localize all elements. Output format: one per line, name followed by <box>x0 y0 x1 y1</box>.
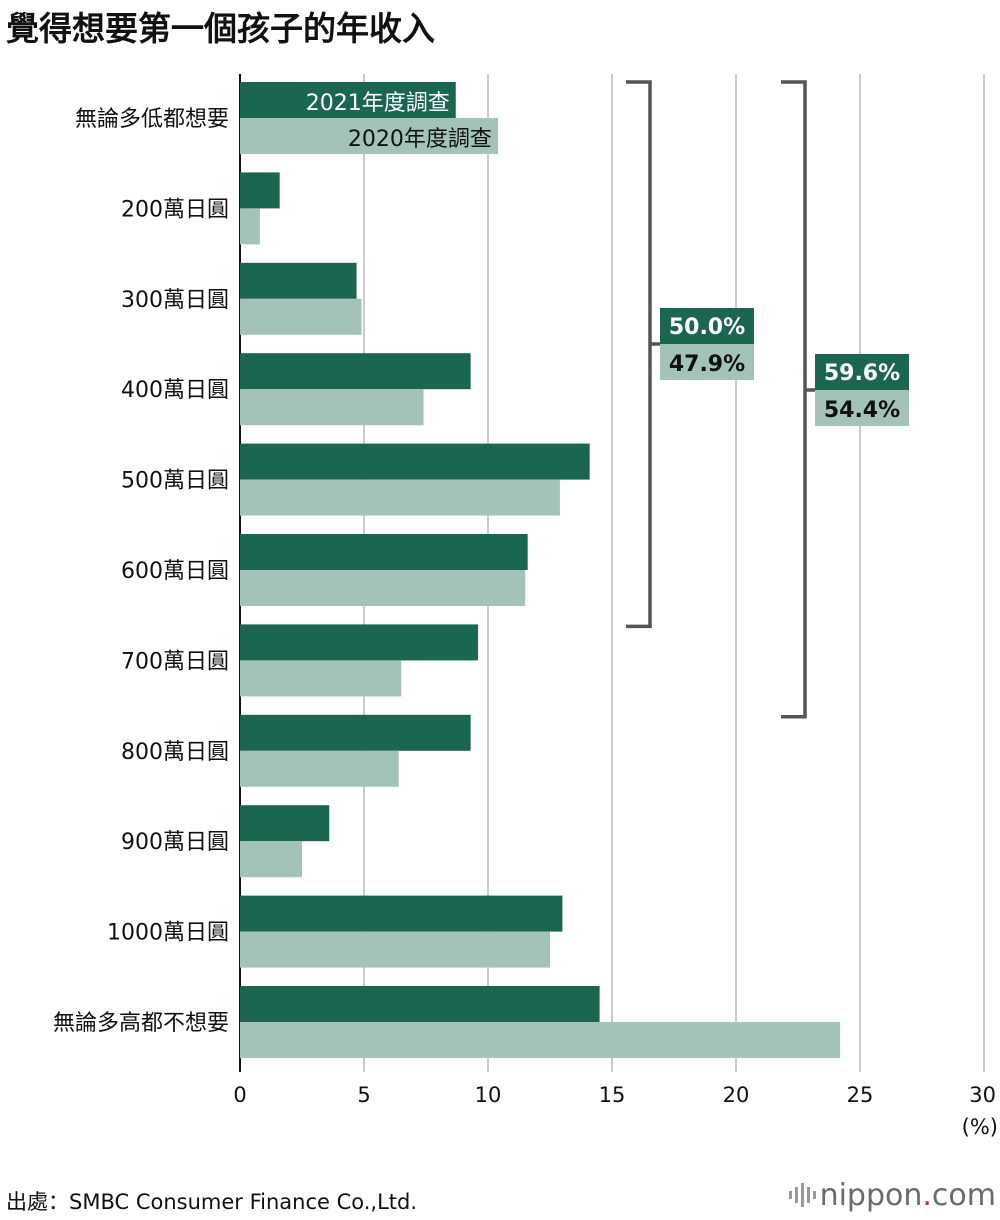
x-unit-label: (%) <box>962 1115 998 1139</box>
annotation-value-2021: 59.6% <box>824 361 900 386</box>
bracket-annotations: 50.0% 47.9% 59.6% 54.4% <box>626 80 909 719</box>
annotation-value-2020: 47.9% <box>669 352 745 377</box>
bar-2021 <box>240 714 471 751</box>
bar-2020 <box>240 570 526 606</box>
bar-2021 <box>240 624 479 661</box>
annotation-value-2021: 50.0% <box>669 315 745 340</box>
category-label: 600萬日圓 <box>121 559 229 584</box>
bar-2020 <box>240 479 560 516</box>
bracket <box>626 80 652 629</box>
brand-suffix: com <box>931 1178 996 1213</box>
bar-2021 <box>240 534 528 570</box>
category-labels: 無論多低都想要 200萬日圓 300萬日圓 400萬日圓 500萬日圓 600萬日圓 700… <box>53 107 229 1036</box>
bar-2021 <box>240 262 357 299</box>
category-label: 900萬日圓 <box>121 830 229 855</box>
legend-2021: 2021年度調查 <box>306 91 450 116</box>
bar-2020 <box>240 389 424 426</box>
bar-2021 <box>240 353 471 390</box>
category-label: 500萬日圓 <box>121 469 229 494</box>
bar-chart: 2021年度調查 2020年度調查 無論多低都想要 200萬日圓 300萬日圓 400萬… <box>53 74 998 1139</box>
category-label: 無論多低都想要 <box>75 107 229 132</box>
annotation-box-2020 <box>660 344 754 380</box>
bracket <box>781 80 807 719</box>
bar-2020 <box>240 118 498 154</box>
bar-2020 <box>240 660 402 697</box>
bar-2020 <box>240 750 399 787</box>
brand-dot: . <box>922 1178 932 1213</box>
bars: 2021年度調查 2020年度調查 <box>240 82 841 1058</box>
x-tick-label: 20 <box>723 1083 750 1107</box>
nippon-logo[interactable]: nippon.com <box>788 1178 996 1213</box>
category-label: 無論多高都不想要 <box>53 1011 229 1036</box>
category-label: 700萬日圓 <box>121 649 229 674</box>
bar-2021 <box>240 443 590 480</box>
category-label: 400萬日圓 <box>121 378 229 403</box>
legend-2020: 2020年度調查 <box>348 127 492 152</box>
bar-2020 <box>240 208 260 245</box>
bar-2021 <box>240 895 563 932</box>
source-note: 出處：SMBC Consumer Finance Co.,Ltd. <box>6 1190 418 1214</box>
x-tick-label: 10 <box>475 1083 502 1107</box>
x-tick-label: 25 <box>847 1083 874 1107</box>
annotation-box-2020 <box>815 390 909 426</box>
x-tick-label: 0 <box>233 1083 246 1107</box>
category-label: 800萬日圓 <box>121 740 229 765</box>
bar-2021 <box>240 172 280 209</box>
x-tick-label: 30 <box>969 1083 996 1107</box>
x-tick-labels: 0 5 10 15 20 25 30 (%) <box>233 1083 998 1139</box>
bar-2020 <box>240 298 362 335</box>
bar-2021 <box>240 82 456 118</box>
bar-2021 <box>240 805 330 842</box>
x-tick-label: 15 <box>599 1083 626 1107</box>
category-label: 200萬日圓 <box>121 197 229 222</box>
soundbars-icon <box>788 1183 816 1207</box>
bar-2020 <box>240 841 302 878</box>
brand-name: nippon <box>819 1178 923 1213</box>
bar-2021 <box>240 986 600 1022</box>
category-label: 300萬日圓 <box>121 288 229 313</box>
bar-2020 <box>240 1022 841 1058</box>
chart-title: 覺得想要第一個孩子的年收入 <box>6 9 435 48</box>
annotation-box-2021 <box>815 354 909 390</box>
annotation-value-2020: 54.4% <box>824 398 900 423</box>
bar-2020 <box>240 931 550 968</box>
category-label: 1000萬日圓 <box>107 921 229 946</box>
annotation-box-2021 <box>660 308 754 344</box>
x-tick-label: 5 <box>357 1083 370 1107</box>
